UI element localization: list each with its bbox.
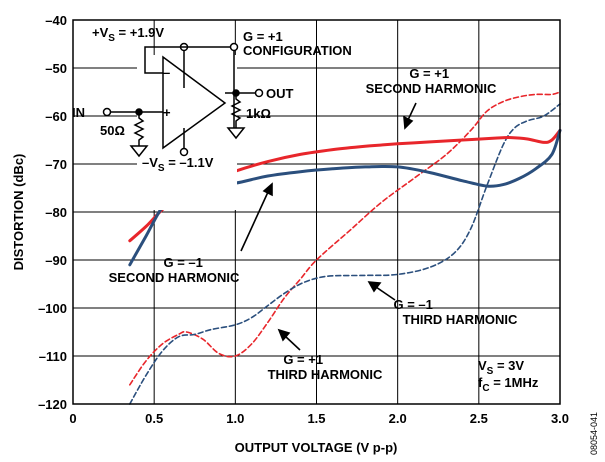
op-amp-schematic	[102, 42, 264, 210]
inverting-input-sign: –	[163, 65, 170, 80]
arrowhead-g-plus1-third	[277, 328, 291, 342]
figure-id: 08054-041	[589, 412, 599, 455]
series-line-2	[129, 91, 561, 386]
noninverting-input-sign: +	[163, 105, 171, 120]
y-tick-label: –100	[38, 301, 67, 316]
annotation-g-plus1-second-harmonic: G = +1 SECOND HARMONIC	[366, 66, 497, 96]
annotation-g-minus1-third-harmonic: G = –1 THIRD HARMONIC	[393, 297, 518, 327]
curve-annotations: G = +1 SECOND HARMONIC G = –1 SECOND HAR…	[109, 66, 539, 394]
arrowhead-g-minus1-third	[367, 281, 382, 293]
arrow-g-plus1-third	[284, 335, 301, 351]
annotation-arrows	[240, 102, 417, 351]
plot-frame	[72, 19, 561, 405]
y-tick-label: –110	[39, 349, 67, 364]
input-resistor-label: 50Ω	[100, 123, 125, 138]
feedback-wire	[144, 46, 235, 135]
arrow-g-minus1-third	[375, 286, 396, 301]
x-axis-ticks: 0 0.5 1.0 1.5 2.0 2.5 3.0	[69, 411, 569, 426]
y-tick-label: –70	[45, 157, 67, 172]
x-tick-label: 0	[69, 411, 76, 426]
annotation-g-plus1-third-harmonic: G = +1 THIRD HARMONIC	[268, 352, 383, 382]
load-ground-symbol	[226, 127, 246, 140]
x-tick-label: 0.5	[145, 411, 163, 426]
y-tick-label: –120	[38, 397, 67, 412]
arrow-g-minus1-second	[240, 191, 269, 252]
x-tick-label: 3.0	[551, 411, 569, 426]
input-resistor	[133, 112, 145, 146]
output-label: OUT	[266, 86, 294, 101]
arrowhead-g-minus1-second	[262, 182, 273, 197]
condition-frequency: fC = 1MHz	[478, 375, 539, 394]
x-tick-label: 2.5	[470, 411, 488, 426]
annotation-g-minus1-second-harmonic: G = –1 SECOND HARMONIC	[109, 255, 240, 285]
schematic-gain-label: G = +1	[243, 29, 283, 44]
schematic-configuration-label: CONFIGURATION	[243, 43, 352, 58]
arrow-g-plus1-second	[407, 102, 417, 121]
y-tick-label: –50	[45, 61, 67, 76]
y-tick-label: –40	[45, 13, 67, 28]
load-resistor-label: 1kΩ	[246, 106, 271, 121]
op-amp-triangle	[162, 55, 227, 150]
input-label: IN	[72, 105, 85, 120]
load-resistor	[230, 93, 242, 128]
positive-supply-label: +VS = +1.9V	[92, 25, 164, 44]
y-tick-label: –90	[45, 253, 67, 268]
x-axis-label: OUTPUT VOLTAGE (V p-p)	[235, 440, 398, 455]
x-tick-label: 1.0	[226, 411, 244, 426]
feedback-node	[229, 42, 239, 52]
x-tick-label: 1.5	[307, 411, 325, 426]
x-tick-label: 2.0	[389, 411, 407, 426]
input-terminal	[102, 107, 112, 117]
arrowhead-g-plus1-second	[403, 115, 414, 130]
y-axis-ticks: –40 –50 –60 –70 –80 –90 –100 –110 –120	[38, 13, 67, 412]
output-terminal	[254, 88, 264, 98]
y-tick-label: –60	[45, 109, 67, 124]
y-tick-label: –80	[45, 205, 67, 220]
negative-supply-terminal	[179, 147, 189, 157]
input-ground-symbol	[129, 145, 149, 158]
y-axis-label: DISTORTION (dBc)	[11, 154, 26, 271]
series-line-3	[129, 103, 561, 405]
